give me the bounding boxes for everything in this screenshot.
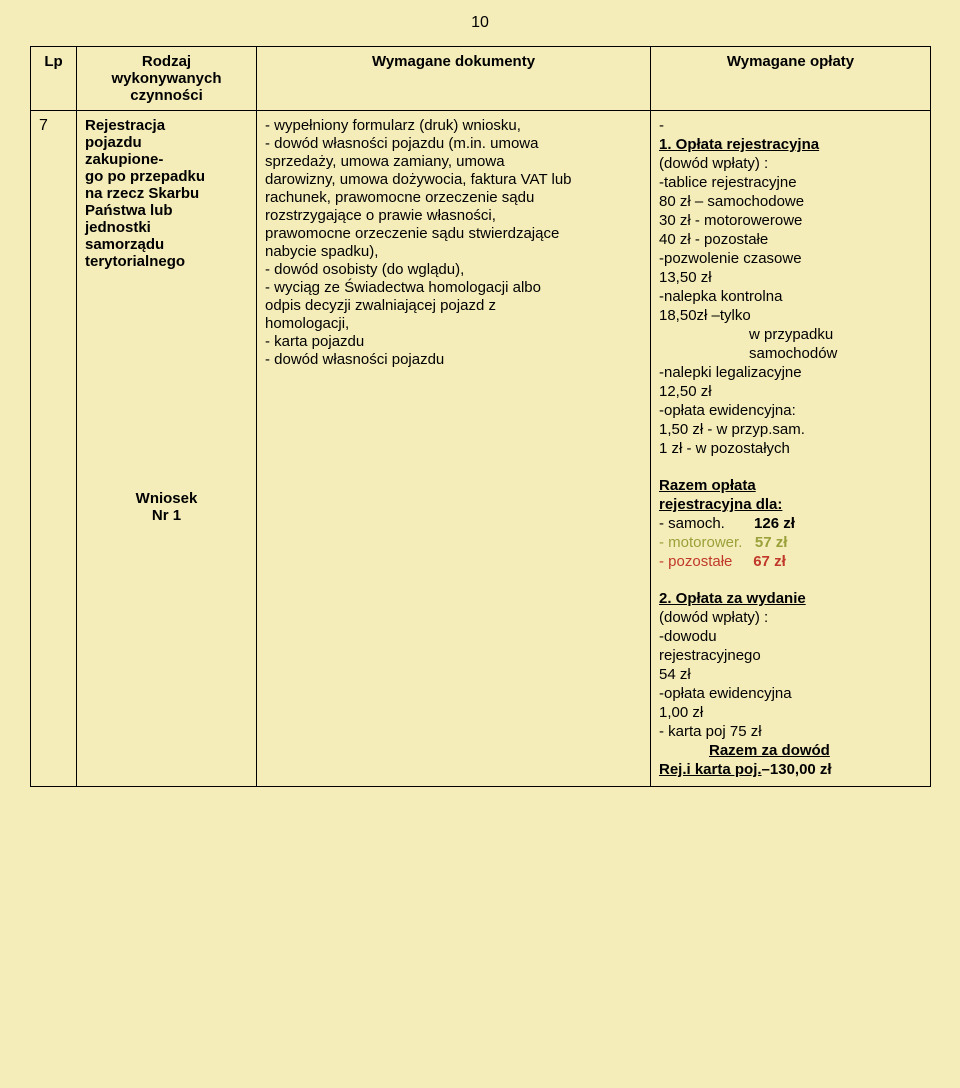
fee-line: (dowód wpłaty) :	[659, 609, 922, 626]
page-number: 10	[0, 14, 960, 32]
cell-documents: - wypełniony formularz (druk) wniosku, -…	[257, 111, 651, 787]
fee-line: -opłata ewidencyjna:	[659, 402, 922, 419]
fee-line: -opłata ewidencyjna	[659, 685, 922, 702]
fee-line: -dowodu	[659, 628, 922, 645]
fee-razem-motor-pre: - motorower.	[659, 534, 742, 551]
table-header-row: Lp Rodzaj wykonywanych czynności Wymagan…	[31, 47, 931, 111]
rodzaj-l9: terytorialnego	[85, 253, 248, 270]
fee-line: 12,50 zł	[659, 383, 922, 400]
rodzaj-l8: samorządu	[85, 236, 248, 253]
col-header-rodzaj: Rodzaj wykonywanych czynności	[77, 47, 257, 111]
fee-line: w przypadku	[659, 326, 922, 343]
col-header-rodzaj-l2: wykonywanych	[111, 70, 221, 87]
fee-heading-2: 2. Opłata za wydanie	[659, 590, 806, 607]
col-header-rodzaj-l3: czynności	[130, 87, 203, 104]
doc-line: rozstrzygające o prawie własności,	[265, 207, 642, 224]
col-header-fee: Wymagane opłaty	[651, 47, 931, 111]
doc-line: - wyciąg ze Świadectwa homologacji albo	[265, 279, 642, 296]
fee-line: 30 zł - motorowerowe	[659, 212, 922, 229]
doc-line: - dowód osobisty (do wglądu),	[265, 261, 642, 278]
rodzaj-l2: pojazdu	[85, 134, 248, 151]
doc-line: prawomocne orzeczenie sądu stwierdzające	[265, 225, 642, 242]
doc-line: - dowód własności pojazdu (m.in. umowa	[265, 135, 642, 152]
wniosek-l1: Wniosek	[85, 490, 248, 507]
fee-line: (dowód wpłaty) :	[659, 155, 922, 172]
col-header-doc: Wymagane dokumenty	[257, 47, 651, 111]
fee-line: 1,50 zł - w przyp.sam.	[659, 421, 922, 438]
fee-line: 54 zł	[659, 666, 922, 683]
fee-razem-samoch-val: 126 zł	[754, 515, 795, 532]
fee-razem2-val: –130,00 zł	[762, 761, 832, 778]
fee-line: -nalepki legalizacyjne	[659, 364, 922, 381]
col-header-lp: Lp	[31, 47, 77, 111]
rodzaj-l5: na rzecz Skarbu	[85, 185, 248, 202]
fee-razem-label: Razem opłata	[659, 477, 756, 494]
fee-razem-label2: rejestracyjna dla:	[659, 496, 782, 513]
doc-line: odpis decyzji zwalniającej pojazd z	[265, 297, 642, 314]
rodzaj-l3: zakupione-	[85, 151, 248, 168]
wniosek-l2: Nr 1	[85, 507, 248, 524]
doc-line: sprzedaży, umowa zamiany, umowa	[265, 153, 642, 170]
cell-lp: 7	[31, 111, 77, 787]
doc-line: - dowód własności pojazdu	[265, 351, 642, 368]
cell-rodzaj: Rejestracja pojazdu zakupione- go po prz…	[77, 111, 257, 787]
fee-razem-pozo-val: 67 zł	[753, 553, 786, 570]
fee-line: 1 zł - w pozostałych	[659, 440, 922, 457]
fee-heading-1: 1. Opłata rejestracyjna	[659, 136, 819, 153]
rodzaj-l7: jednostki	[85, 219, 248, 236]
rodzaj-l4: go po przepadku	[85, 168, 248, 185]
fee-razem2-pre: Rej.i karta poj.	[659, 761, 762, 778]
doc-line: - wypełniony formularz (druk) wniosku,	[265, 117, 642, 134]
rodzaj-l1: Rejestracja	[85, 117, 248, 134]
fee-razem-samoch-pre: - samoch.	[659, 515, 725, 532]
doc-line: - karta pojazdu	[265, 333, 642, 350]
fee-line: -pozwolenie czasowe	[659, 250, 922, 267]
doc-line: homologacji,	[265, 315, 642, 332]
spacer	[85, 270, 248, 490]
fee-line: 40 zł - pozostałe	[659, 231, 922, 248]
fee-line: - karta poj 75 zł	[659, 723, 922, 740]
fee-line: 1,00 zł	[659, 704, 922, 721]
cell-fees: - 1. Opłata rejestracyjna (dowód wpłaty)…	[651, 111, 931, 787]
fee-line: rejestracyjnego	[659, 647, 922, 664]
fee-line: 80 zł – samochodowe	[659, 193, 922, 210]
rodzaj-l6: Państwa lub	[85, 202, 248, 219]
col-header-rodzaj-l1: Rodzaj	[142, 53, 191, 70]
doc-line: rachunek, prawomocne orzeczenie sądu	[265, 189, 642, 206]
fee-line: -nalepka kontrolna	[659, 288, 922, 305]
fee-line: 18,50zł –tylko	[659, 307, 922, 324]
requirements-table: Lp Rodzaj wykonywanych czynności Wymagan…	[30, 46, 931, 787]
fee-line: samochodów	[659, 345, 922, 362]
table-row: 7 Rejestracja pojazdu zakupione- go po p…	[31, 111, 931, 787]
fee-line: 13,50 zł	[659, 269, 922, 286]
fee-razem2-label: Razem za dowód	[709, 742, 830, 759]
doc-line: darowizny, umowa dożywocia, faktura VAT …	[265, 171, 642, 188]
fee-line: -tablice rejestracyjne	[659, 174, 922, 191]
fee-dash: -	[659, 117, 922, 134]
doc-line: nabycie spadku),	[265, 243, 642, 260]
fee-razem-pozo-pre: - pozostałe	[659, 553, 732, 570]
fee-razem-motor-val: 57 zł	[755, 534, 788, 551]
